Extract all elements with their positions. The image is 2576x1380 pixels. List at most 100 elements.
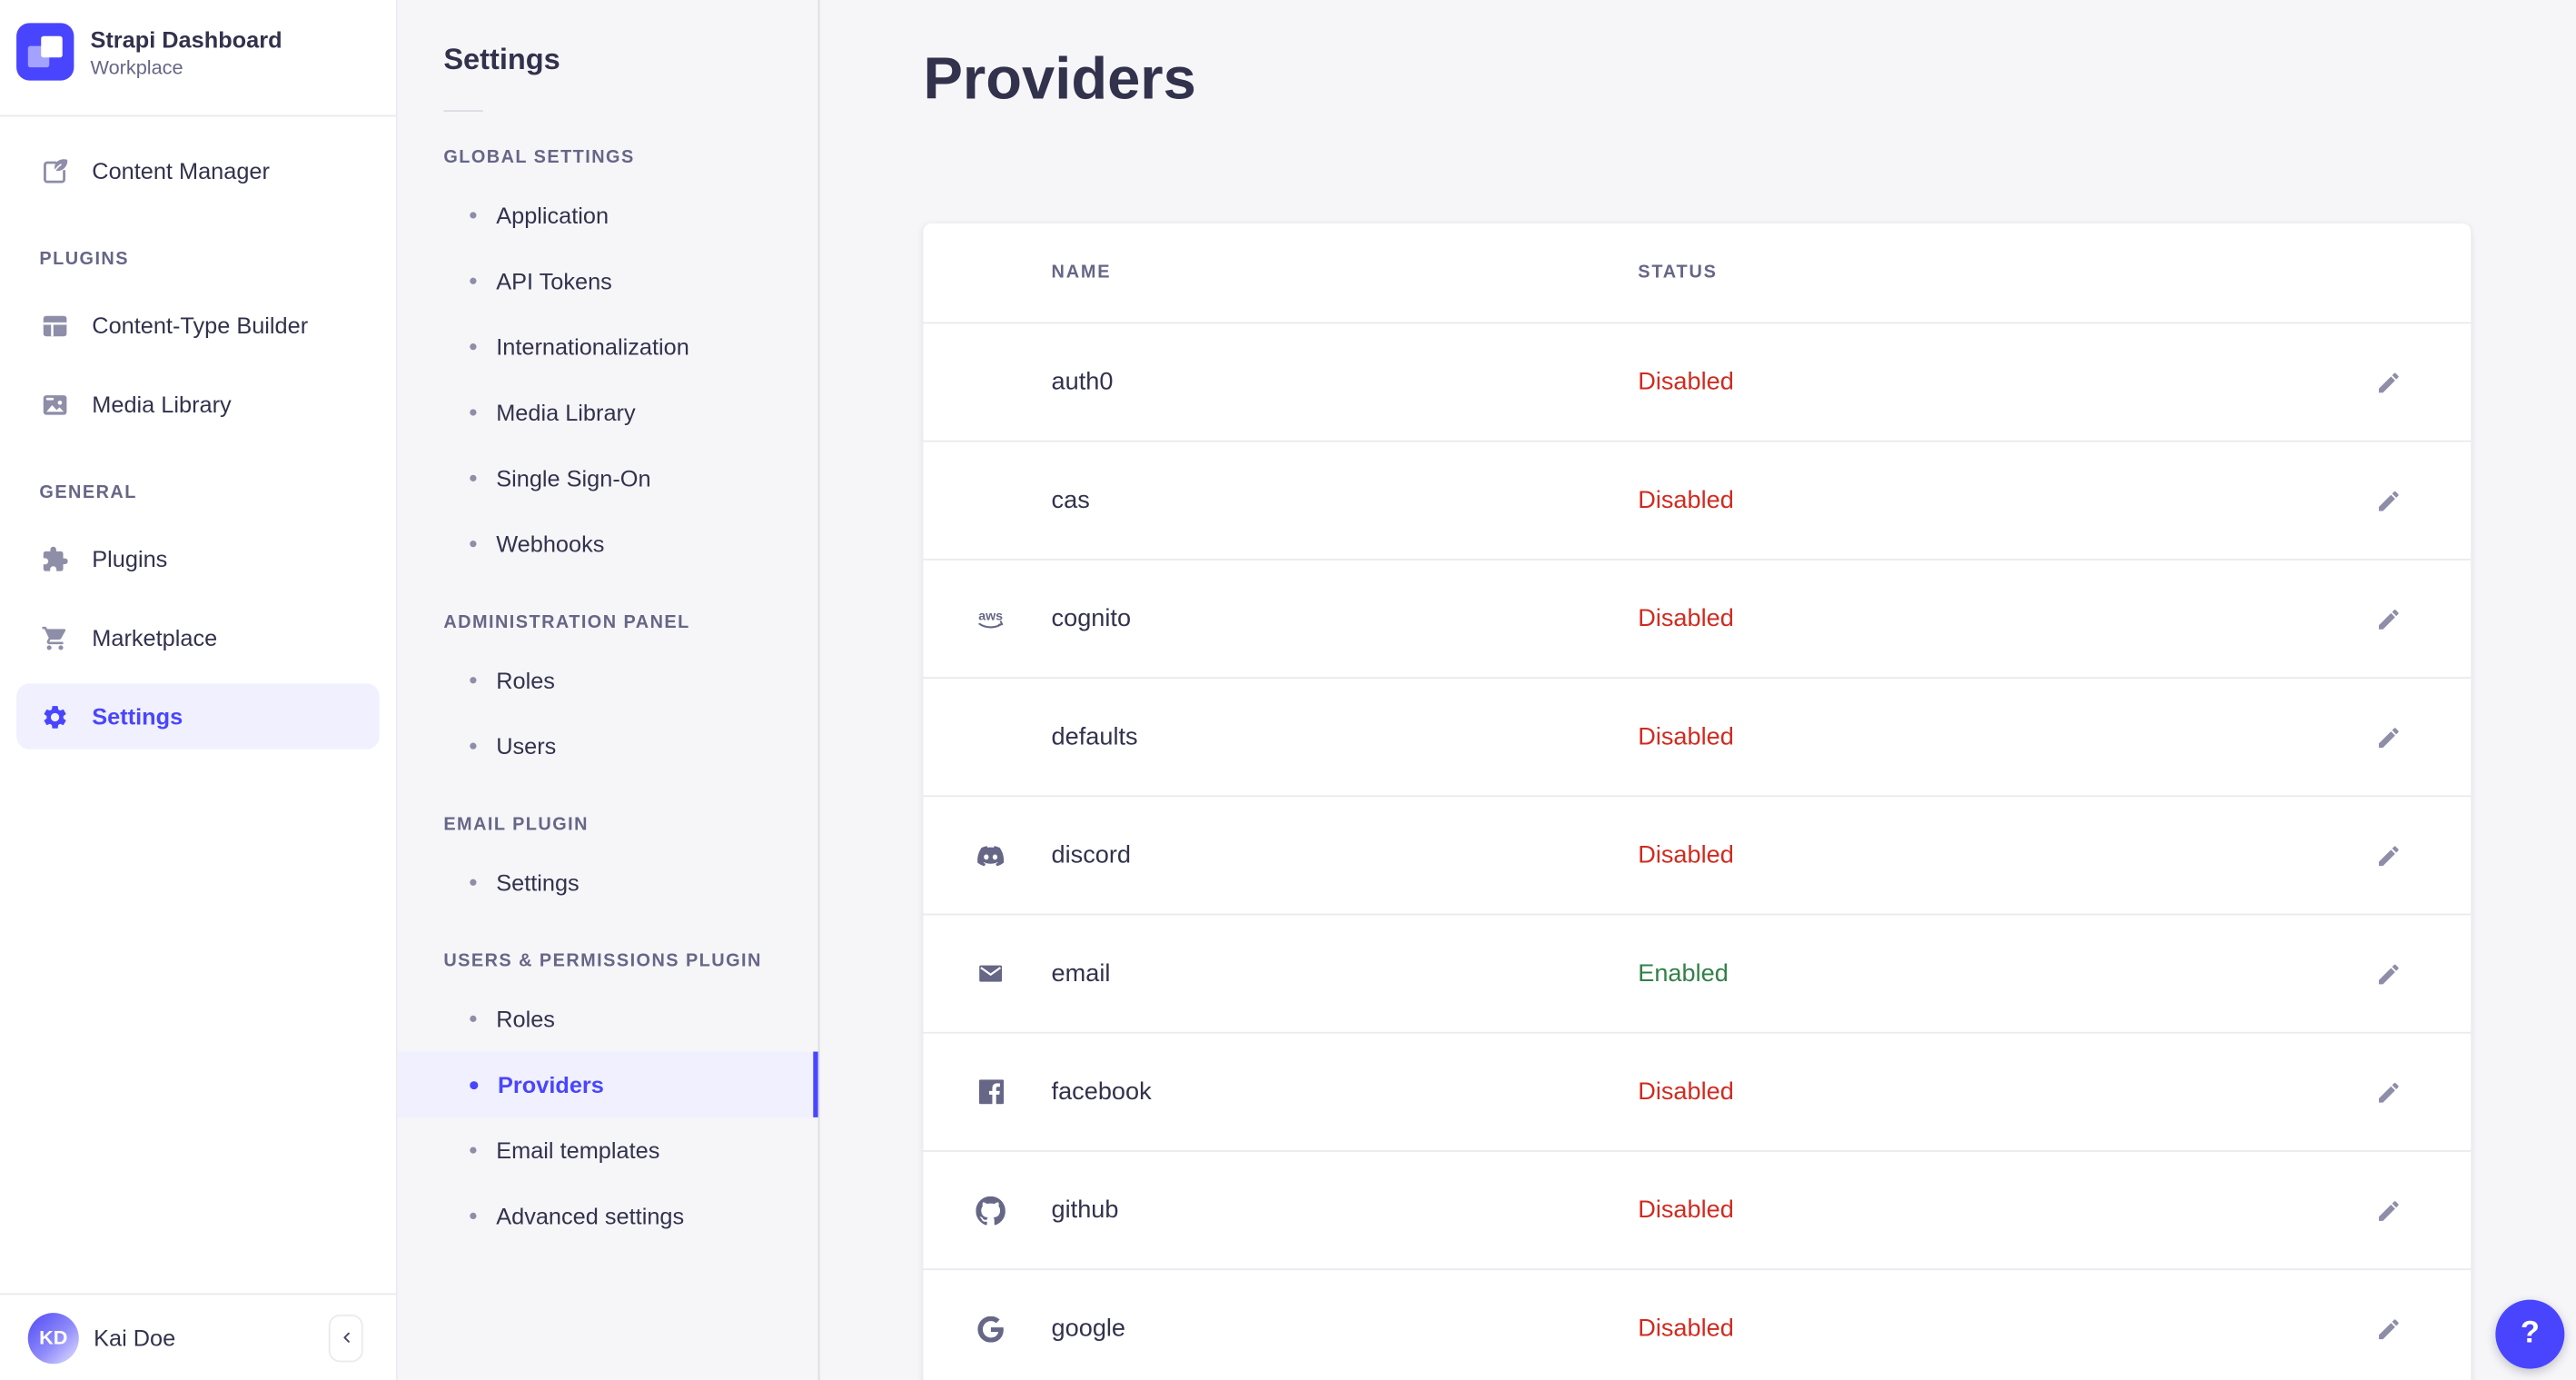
gear-icon <box>41 702 69 730</box>
edit-provider-button[interactable] <box>2363 592 2415 645</box>
edit-provider-button[interactable] <box>2363 356 2415 409</box>
provider-name: facebook <box>1051 1077 1152 1107</box>
subnav-section-label: ADMINISTRATION PANEL <box>443 612 690 633</box>
providers-table: NAME STATUS auth0 Disabled cas Disabled cogn… <box>923 223 2472 1380</box>
provider-status: Disabled <box>1638 1077 1734 1107</box>
pencil-icon <box>2375 724 2402 750</box>
provider-row-google: google Disabled <box>923 1270 2471 1380</box>
subnav-item-label: Media Library <box>496 399 636 426</box>
edit-provider-button[interactable] <box>2363 1184 2415 1236</box>
provider-status: Disabled <box>1638 841 1734 869</box>
provider-row-email: email Enabled <box>923 915 2472 1034</box>
subnav-item-webhooks[interactable]: Webhooks <box>398 511 818 576</box>
pencil-icon <box>2375 960 2402 987</box>
cart-icon <box>41 623 69 651</box>
table-header: NAME STATUS <box>923 223 2472 324</box>
edit-provider-button[interactable] <box>2363 474 2415 527</box>
provider-name: cognito <box>1051 604 1132 633</box>
google-icon <box>975 1315 1007 1342</box>
subnav-item-api-tokens[interactable]: API Tokens <box>398 248 818 313</box>
subnav-item-internationalization[interactable]: Internationalization <box>398 313 818 379</box>
pencil-icon <box>2375 842 2402 869</box>
provider-name: github <box>1051 1196 1119 1225</box>
provider-status: Disabled <box>1638 1314 1734 1343</box>
help-button[interactable]: ? <box>2495 1299 2565 1369</box>
subnav-section: EMAIL PLUGIN Settings <box>398 811 818 915</box>
pencil-icon <box>2375 1078 2402 1105</box>
subnav-item-email-templates[interactable]: Email templates <box>398 1117 818 1183</box>
provider-name: cas <box>1051 486 1090 515</box>
subnav-item-users[interactable]: Users <box>398 713 818 779</box>
subnav-item-label: Internationalization <box>496 333 689 361</box>
workspace-title: Strapi Dashboard <box>90 25 282 53</box>
sidebar-item-marketplace[interactable]: Marketplace <box>0 598 396 677</box>
subnav-section-label: GLOBAL SETTINGS <box>443 147 635 168</box>
pencil-icon <box>2375 1315 2402 1342</box>
subnav-item-application[interactable]: Application <box>398 183 818 248</box>
sidebar-item-content-manager[interactable]: Content Manager <box>0 132 396 211</box>
subnav-section-label: USERS & PERMISSIONS PLUGIN <box>443 951 762 971</box>
bullet-icon <box>470 1212 477 1220</box>
provider-status: Disabled <box>1638 368 1734 396</box>
provider-name: defaults <box>1051 722 1138 751</box>
provider-status: Disabled <box>1638 1196 1734 1225</box>
provider-status: Disabled <box>1638 722 1734 751</box>
sidebar-item-plugins[interactable]: Plugins <box>0 520 396 599</box>
column-header-name: NAME <box>1051 263 1112 283</box>
subnav-item-advanced-settings[interactable]: Advanced settings <box>398 1183 818 1248</box>
provider-row-cognito: cognito Disabled <box>923 561 2472 679</box>
bullet-icon <box>470 541 477 548</box>
pencil-icon <box>2375 369 2402 395</box>
sidebar-item-label: Plugins <box>92 545 168 572</box>
main-content: Providers NAME STATUS auth0 Disabled cas Di… <box>820 0 2576 1380</box>
main-sidebar: Strapi Dashboard Workplace Content Manag… <box>0 0 398 1380</box>
subnav-item-media-library[interactable]: Media Library <box>398 380 818 445</box>
email-icon <box>975 961 1007 986</box>
subnav-item-label: Settings <box>496 869 580 896</box>
subnav-item-roles[interactable]: Roles <box>398 648 818 713</box>
provider-status: Enabled <box>1638 959 1729 988</box>
provider-status: Disabled <box>1638 604 1734 633</box>
sidebar-item-label: Media Library <box>92 391 232 418</box>
edit-provider-button[interactable] <box>2363 1066 2415 1118</box>
edit-provider-button[interactable] <box>2363 710 2415 763</box>
pencil-icon <box>2375 1197 2402 1224</box>
sidebar-item-media-library[interactable]: Media Library <box>0 365 396 444</box>
subnav-item-single-sign-on[interactable]: Single Sign-On <box>398 445 818 511</box>
bullet-icon <box>470 409 477 416</box>
subnav-title: Settings <box>443 43 560 76</box>
sidebar-item-content-type-builder[interactable]: Content-Type Builder <box>0 286 396 365</box>
subnav-item-label: API Tokens <box>496 267 612 294</box>
sidebar-item-label: Marketplace <box>92 624 218 651</box>
subnav-item-label: Providers <box>498 1071 604 1098</box>
column-header-status: STATUS <box>1638 263 1718 283</box>
subnav-item-label: Users <box>496 732 557 759</box>
subnav-item-label: Roles <box>496 667 555 694</box>
bullet-icon <box>470 677 477 684</box>
provider-name: email <box>1051 959 1111 988</box>
subnav-item-label: Application <box>496 202 609 229</box>
user-name: Kai Doe <box>94 1324 176 1351</box>
provider-name: auth0 <box>1051 368 1114 396</box>
bullet-icon <box>470 474 477 482</box>
bullet-icon <box>470 879 477 886</box>
edit-provider-button[interactable] <box>2363 829 2415 881</box>
subnav-item-settings[interactable]: Settings <box>398 849 818 915</box>
brand: Strapi Dashboard Workplace <box>0 0 396 117</box>
bullet-icon <box>470 1080 479 1089</box>
sidebar-item-settings[interactable]: Settings <box>0 677 396 756</box>
provider-row-github: github Disabled <box>923 1152 2472 1271</box>
edit-provider-button[interactable] <box>2363 1302 2415 1355</box>
github-icon <box>975 1196 1007 1226</box>
collapse-sidebar-button[interactable] <box>328 1314 363 1362</box>
edit-provider-button[interactable] <box>2363 948 2415 1000</box>
subnav-section: GLOBAL SETTINGS Application API Tokens Inte… <box>398 144 818 577</box>
subnav-item-label: Single Sign-On <box>496 464 651 491</box>
provider-status: Disabled <box>1638 486 1734 515</box>
media-library-icon <box>41 391 69 419</box>
subnav-item-providers[interactable]: Providers <box>397 1051 818 1117</box>
bullet-icon <box>470 343 477 351</box>
subnav-item-roles[interactable]: Roles <box>398 986 818 1051</box>
sidebar-item-label: Content Manager <box>92 157 270 184</box>
